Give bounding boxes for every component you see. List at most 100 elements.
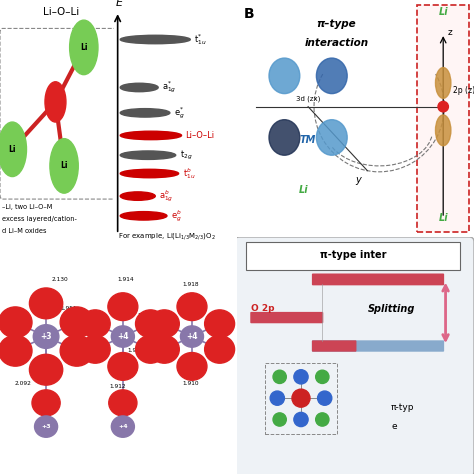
Text: 2.019: 2.019 (61, 346, 77, 351)
Text: Li: Li (60, 162, 68, 170)
Circle shape (109, 390, 137, 416)
Ellipse shape (120, 83, 158, 91)
Circle shape (149, 336, 179, 363)
Ellipse shape (269, 120, 300, 155)
Text: e$_{g}^{*}$: e$_{g}^{*}$ (174, 105, 184, 120)
Ellipse shape (120, 211, 167, 220)
Circle shape (270, 391, 284, 405)
Text: 1.911: 1.911 (84, 313, 100, 318)
Circle shape (316, 413, 329, 426)
Text: 1.915: 1.915 (153, 346, 170, 351)
Ellipse shape (120, 131, 182, 140)
Text: 1.916: 1.916 (207, 315, 223, 320)
Ellipse shape (120, 109, 170, 117)
Ellipse shape (316, 58, 347, 94)
Circle shape (70, 20, 98, 74)
Circle shape (108, 293, 138, 320)
Ellipse shape (120, 169, 179, 178)
Text: 1.912: 1.912 (109, 384, 126, 389)
Text: Li: Li (9, 145, 16, 154)
Text: +4: +4 (118, 424, 128, 429)
Circle shape (80, 310, 110, 337)
Text: –Li, two Li–O–M: –Li, two Li–O–M (2, 204, 53, 210)
Circle shape (60, 336, 93, 366)
Text: a$_{1g}^{b}$: a$_{1g}^{b}$ (159, 188, 173, 204)
Circle shape (149, 310, 179, 337)
Text: 1.913: 1.913 (128, 348, 144, 353)
Text: 1.983: 1.983 (2, 325, 18, 329)
Text: +3: +3 (40, 332, 52, 341)
Ellipse shape (436, 67, 451, 99)
Text: TM: TM (300, 135, 316, 145)
Text: a$_{1g}^{*}$: a$_{1g}^{*}$ (162, 80, 176, 95)
Text: 1.909: 1.909 (153, 313, 170, 318)
Text: t$_{1u}^{b}$: t$_{1u}^{b}$ (182, 166, 195, 181)
Circle shape (292, 389, 310, 407)
Circle shape (29, 288, 63, 319)
Circle shape (108, 353, 138, 380)
Circle shape (177, 353, 207, 380)
Circle shape (181, 326, 203, 347)
Text: 1.918: 1.918 (81, 344, 98, 348)
Circle shape (35, 416, 58, 437)
Circle shape (32, 390, 60, 416)
Text: Li: Li (80, 43, 88, 52)
Circle shape (45, 82, 66, 122)
Ellipse shape (316, 120, 347, 155)
Text: y: y (356, 175, 361, 185)
FancyBboxPatch shape (312, 340, 444, 352)
Text: 2.130: 2.130 (52, 277, 69, 282)
Text: Li: Li (299, 185, 308, 195)
Text: 3d (zx): 3d (zx) (296, 95, 320, 102)
Circle shape (33, 325, 59, 348)
Ellipse shape (120, 151, 176, 159)
Text: $E$: $E$ (115, 0, 124, 9)
Text: z: z (448, 28, 453, 37)
Circle shape (273, 370, 286, 383)
FancyBboxPatch shape (312, 340, 356, 352)
Text: e: e (391, 422, 397, 431)
Circle shape (177, 293, 207, 320)
Ellipse shape (436, 115, 451, 146)
Text: 1.951: 1.951 (61, 306, 77, 310)
Text: 1.910: 1.910 (182, 382, 199, 386)
Text: e$_{g}^{b}$: e$_{g}^{b}$ (171, 208, 182, 224)
Circle shape (0, 336, 32, 366)
FancyBboxPatch shape (235, 237, 474, 474)
Text: t$_{2g}$: t$_{2g}$ (180, 149, 192, 162)
Text: Li: Li (438, 213, 448, 223)
Text: 2.092: 2.092 (15, 382, 31, 386)
Circle shape (60, 307, 93, 338)
Text: 1.914: 1.914 (117, 277, 134, 282)
Circle shape (294, 370, 308, 384)
Text: Li–O–Li: Li–O–Li (185, 131, 215, 140)
Text: Splitting: Splitting (367, 304, 415, 314)
Text: +3: +3 (41, 424, 51, 429)
Text: Li–O–Li: Li–O–Li (44, 7, 80, 17)
Circle shape (29, 355, 63, 385)
Text: d Li–M oxides: d Li–M oxides (2, 228, 47, 234)
Ellipse shape (269, 58, 300, 94)
Circle shape (111, 416, 135, 437)
Text: 1.917: 1.917 (207, 348, 223, 353)
Text: interaction: interaction (304, 38, 369, 48)
Text: excess layered/cation-: excess layered/cation- (2, 216, 77, 222)
Circle shape (0, 122, 27, 177)
Ellipse shape (120, 192, 155, 201)
Circle shape (316, 370, 329, 383)
Circle shape (273, 413, 286, 426)
Circle shape (136, 336, 165, 363)
Text: O 2p: O 2p (251, 304, 275, 312)
Circle shape (136, 310, 165, 337)
Circle shape (438, 101, 448, 112)
Circle shape (318, 391, 332, 405)
Circle shape (0, 307, 32, 338)
Circle shape (294, 412, 308, 427)
Circle shape (50, 138, 78, 193)
Text: +4: +4 (117, 332, 128, 341)
Text: π-typ: π-typ (391, 403, 415, 412)
Ellipse shape (120, 35, 190, 44)
Text: π–type: π–type (317, 19, 356, 29)
Text: t$_{1u}^{*}$: t$_{1u}^{*}$ (194, 32, 207, 47)
FancyBboxPatch shape (312, 273, 444, 285)
